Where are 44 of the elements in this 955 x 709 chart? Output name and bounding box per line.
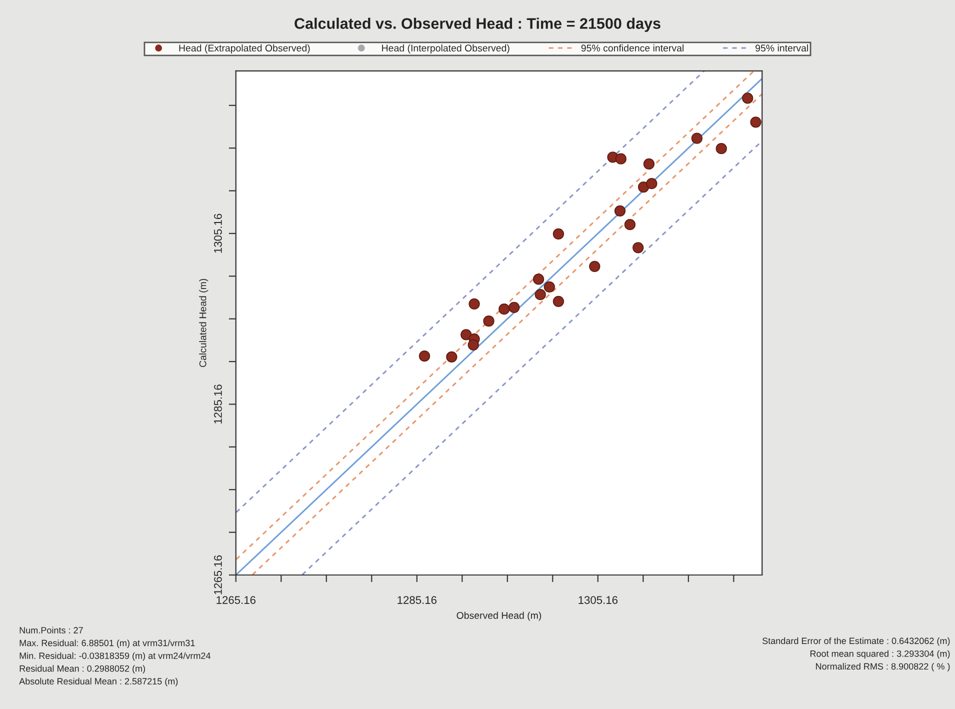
x-tick-label: 1285.16 xyxy=(398,596,436,604)
y-tick-label: 1305.16 xyxy=(214,214,222,253)
point xyxy=(632,242,644,254)
legend-label: 95% confidence interval xyxy=(581,44,684,52)
point xyxy=(589,260,600,272)
point xyxy=(418,350,430,362)
point xyxy=(646,178,658,190)
point xyxy=(742,92,754,104)
point xyxy=(468,298,480,310)
text: Root mean squared : 3.293304 (m) xyxy=(810,650,950,659)
x-tick-label: 1305.16 xyxy=(578,596,618,604)
text: Absolute Residual Mean : 2.587215 (m) xyxy=(19,678,178,686)
legend-label: 95% interval xyxy=(756,44,808,52)
point xyxy=(716,143,727,154)
text: Normalized RMS : 8.900822 ( % ) xyxy=(816,662,950,672)
point xyxy=(446,351,458,362)
y-axis-title: Calculated Head (m) xyxy=(199,278,208,368)
point xyxy=(552,228,564,240)
chart-title: Calculated vs. Observed Head : Time = 21500 days xyxy=(294,18,660,32)
text: Residual Mean : 0.2988052 (m) xyxy=(20,665,145,674)
point xyxy=(468,339,479,351)
text: Min. Residual: -0.03818359 (m) at vrm24/vrm24 xyxy=(20,652,211,661)
point xyxy=(624,219,636,230)
point xyxy=(460,329,472,340)
point xyxy=(498,304,510,315)
point xyxy=(691,132,702,144)
legend-label: Head (Extrapolated Observed) xyxy=(179,44,310,54)
point xyxy=(552,296,564,308)
text: Max. Residual: 6.88501 (m) at vrm31/vrm31 xyxy=(20,640,195,648)
x-axis-title: Observed Head (m) xyxy=(456,612,542,621)
point xyxy=(532,274,544,285)
text: Standard Error of the Estimate : 0.6432062 (m) xyxy=(762,637,950,646)
point xyxy=(615,153,626,164)
legend-label: Head (Interpolated Observed) xyxy=(382,44,510,54)
point xyxy=(544,281,555,292)
y-tick-label: 1285.16 xyxy=(214,384,222,424)
point xyxy=(750,116,762,128)
point xyxy=(638,181,650,193)
text: Num.Points : 27 xyxy=(20,626,83,634)
point xyxy=(508,302,520,313)
point xyxy=(534,289,546,300)
point xyxy=(643,158,655,170)
point xyxy=(483,316,494,327)
point xyxy=(614,205,626,216)
